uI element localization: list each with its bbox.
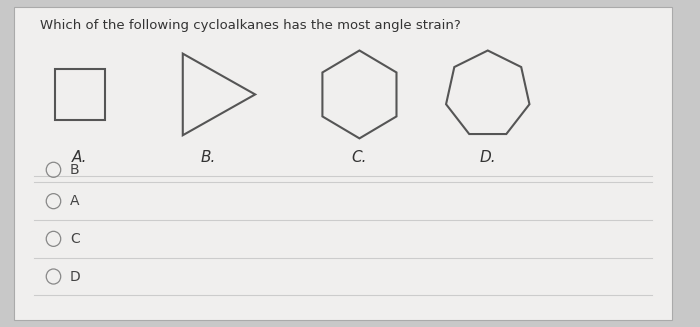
Text: D: D	[70, 269, 80, 284]
Text: D.: D.	[480, 150, 496, 165]
Text: B.: B.	[200, 150, 216, 165]
Text: B: B	[70, 163, 80, 177]
FancyBboxPatch shape	[14, 7, 672, 320]
Text: A: A	[70, 194, 79, 208]
Text: C.: C.	[351, 150, 368, 165]
Bar	[55, 69, 105, 120]
Text: Which of the following cycloalkanes has the most angle strain?: Which of the following cycloalkanes has …	[41, 19, 461, 32]
Text: C: C	[70, 232, 80, 246]
Text: A.: A.	[72, 150, 88, 165]
